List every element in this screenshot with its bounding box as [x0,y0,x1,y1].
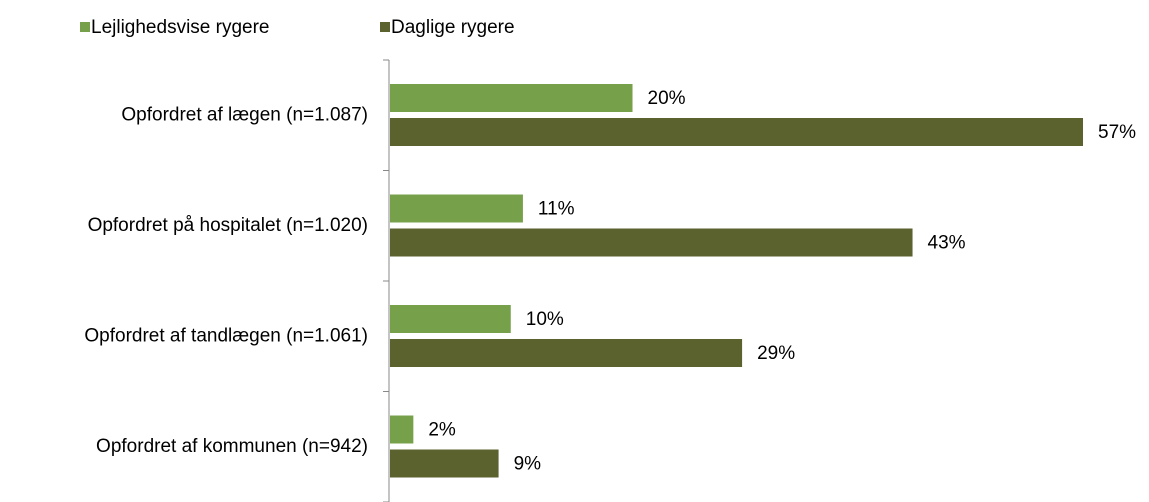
category-label: Opfordret af tandlægen (n=1.061) [84,325,368,346]
category-label: Opfordret af kommunen (n=942) [96,436,368,457]
bar [390,84,633,112]
bar [390,228,913,257]
legend-label: Daglige rygere [391,17,515,38]
data-label: 11% [538,199,575,220]
legend-label: Lejlighedsvise rygere [91,17,270,38]
legend-swatch [380,22,390,32]
bar [390,118,1083,146]
data-label: 29% [757,343,795,364]
category-label: Opfordret på hospitalet (n=1.020) [88,215,368,236]
data-label: 20% [648,88,686,109]
bar [390,449,499,478]
category-label: Opfordret af lægen (n=1.087) [121,104,368,125]
bar [390,194,523,223]
bar [390,305,511,333]
bar [390,415,414,444]
data-label: 9% [514,454,542,475]
data-label: 2% [428,420,456,441]
data-label: 10% [526,309,564,330]
data-label: 57% [1098,122,1136,143]
bar [390,339,743,367]
legend-swatch [80,22,90,32]
data-label: 43% [928,233,966,254]
